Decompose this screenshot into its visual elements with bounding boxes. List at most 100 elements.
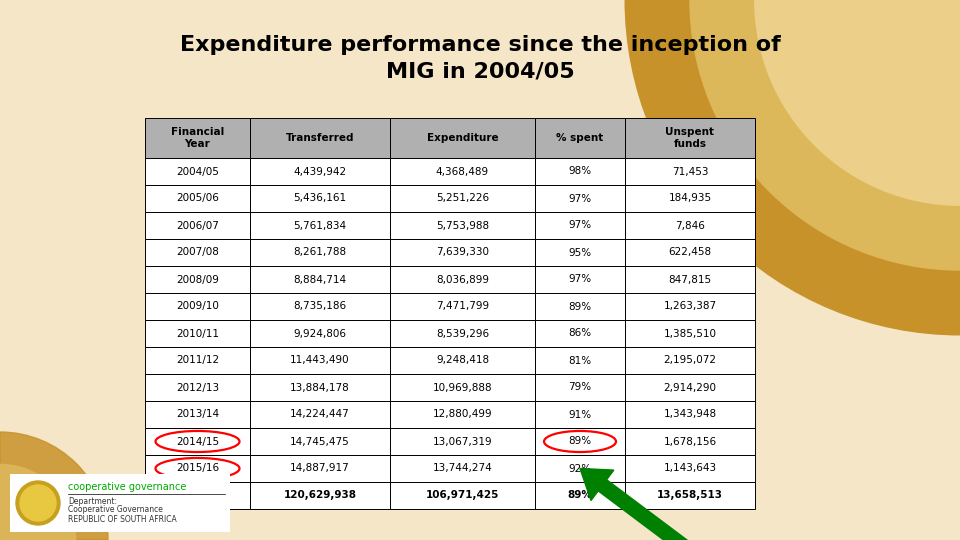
Bar bbox=[625, 320, 755, 347]
Text: Cooperative Governance: Cooperative Governance bbox=[68, 505, 163, 515]
Text: 79%: 79% bbox=[568, 382, 591, 393]
Bar bbox=[250, 212, 390, 239]
Bar bbox=[145, 212, 250, 239]
Wedge shape bbox=[690, 0, 960, 270]
Text: 8,036,899: 8,036,899 bbox=[436, 274, 489, 285]
Bar bbox=[250, 239, 390, 266]
Bar bbox=[535, 455, 625, 482]
Bar bbox=[250, 455, 390, 482]
Text: 89%: 89% bbox=[567, 490, 592, 501]
Bar bbox=[535, 266, 625, 293]
Bar bbox=[535, 347, 625, 374]
Bar bbox=[625, 266, 755, 293]
Text: 1,143,643: 1,143,643 bbox=[663, 463, 716, 474]
Text: 13,884,178: 13,884,178 bbox=[290, 382, 349, 393]
Text: 2012/13: 2012/13 bbox=[176, 382, 219, 393]
Text: 5,753,988: 5,753,988 bbox=[436, 220, 489, 231]
Text: 2004/05: 2004/05 bbox=[176, 166, 219, 177]
Bar bbox=[535, 293, 625, 320]
Bar bbox=[390, 239, 535, 266]
Text: Total: Total bbox=[183, 490, 212, 501]
Text: 2006/07: 2006/07 bbox=[176, 220, 219, 231]
Text: 7,471,799: 7,471,799 bbox=[436, 301, 489, 312]
Text: cooperative governance: cooperative governance bbox=[68, 482, 186, 492]
Bar bbox=[250, 320, 390, 347]
Text: 8,261,788: 8,261,788 bbox=[294, 247, 347, 258]
FancyArrow shape bbox=[580, 469, 705, 540]
Bar bbox=[625, 185, 755, 212]
Bar bbox=[390, 347, 535, 374]
Bar bbox=[390, 455, 535, 482]
Bar bbox=[535, 185, 625, 212]
Text: 2014/15: 2014/15 bbox=[176, 436, 219, 447]
Bar bbox=[390, 482, 535, 509]
Bar bbox=[145, 118, 250, 158]
Bar bbox=[145, 374, 250, 401]
Text: % spent: % spent bbox=[557, 133, 604, 143]
Bar bbox=[625, 428, 755, 455]
Text: 97%: 97% bbox=[568, 193, 591, 204]
Text: 4,368,489: 4,368,489 bbox=[436, 166, 489, 177]
Text: 8,884,714: 8,884,714 bbox=[294, 274, 347, 285]
Text: 89%: 89% bbox=[568, 436, 591, 447]
Bar bbox=[625, 212, 755, 239]
Bar bbox=[250, 293, 390, 320]
Bar bbox=[625, 158, 755, 185]
Text: 4,439,942: 4,439,942 bbox=[294, 166, 347, 177]
Bar bbox=[625, 482, 755, 509]
Bar bbox=[250, 185, 390, 212]
Bar bbox=[145, 266, 250, 293]
Text: 14,887,917: 14,887,917 bbox=[290, 463, 349, 474]
Text: 11,443,490: 11,443,490 bbox=[290, 355, 349, 366]
Circle shape bbox=[20, 485, 56, 521]
Text: 97%: 97% bbox=[568, 220, 591, 231]
Text: 1,263,387: 1,263,387 bbox=[663, 301, 716, 312]
Bar bbox=[535, 401, 625, 428]
Bar bbox=[535, 320, 625, 347]
Text: 10,969,888: 10,969,888 bbox=[433, 382, 492, 393]
Bar bbox=[250, 401, 390, 428]
Bar bbox=[625, 239, 755, 266]
Bar bbox=[145, 455, 250, 482]
Bar bbox=[250, 266, 390, 293]
Bar bbox=[390, 401, 535, 428]
Text: 2,195,072: 2,195,072 bbox=[663, 355, 716, 366]
Bar bbox=[390, 374, 535, 401]
Text: 2015/16: 2015/16 bbox=[176, 463, 219, 474]
Bar bbox=[390, 212, 535, 239]
Text: 2011/12: 2011/12 bbox=[176, 355, 219, 366]
Text: 2005/06: 2005/06 bbox=[176, 193, 219, 204]
Text: 5,251,226: 5,251,226 bbox=[436, 193, 489, 204]
Text: 13,658,513: 13,658,513 bbox=[657, 490, 723, 501]
Bar bbox=[145, 482, 250, 509]
Text: REPUBLIC OF SOUTH AFRICA: REPUBLIC OF SOUTH AFRICA bbox=[68, 515, 177, 523]
Bar bbox=[390, 293, 535, 320]
Wedge shape bbox=[0, 432, 108, 540]
Text: 2007/08: 2007/08 bbox=[176, 247, 219, 258]
Bar bbox=[535, 212, 625, 239]
Bar bbox=[390, 185, 535, 212]
Text: 7,639,330: 7,639,330 bbox=[436, 247, 489, 258]
Bar bbox=[535, 118, 625, 158]
Bar bbox=[250, 118, 390, 158]
Text: 14,224,447: 14,224,447 bbox=[290, 409, 349, 420]
Text: 120,629,938: 120,629,938 bbox=[283, 490, 356, 501]
Bar bbox=[535, 482, 625, 509]
Text: 1,343,948: 1,343,948 bbox=[663, 409, 716, 420]
Wedge shape bbox=[755, 0, 960, 205]
Bar bbox=[250, 482, 390, 509]
Bar bbox=[145, 185, 250, 212]
Text: 1,385,510: 1,385,510 bbox=[663, 328, 716, 339]
Text: 847,815: 847,815 bbox=[668, 274, 711, 285]
Bar bbox=[390, 320, 535, 347]
Bar bbox=[10, 474, 230, 532]
Bar bbox=[250, 158, 390, 185]
Text: 14,745,475: 14,745,475 bbox=[290, 436, 349, 447]
Text: 71,453: 71,453 bbox=[672, 166, 708, 177]
Bar bbox=[145, 320, 250, 347]
Bar bbox=[145, 428, 250, 455]
Text: 7,846: 7,846 bbox=[675, 220, 705, 231]
Bar bbox=[145, 401, 250, 428]
Text: 13,744,274: 13,744,274 bbox=[433, 463, 492, 474]
Bar bbox=[390, 158, 535, 185]
